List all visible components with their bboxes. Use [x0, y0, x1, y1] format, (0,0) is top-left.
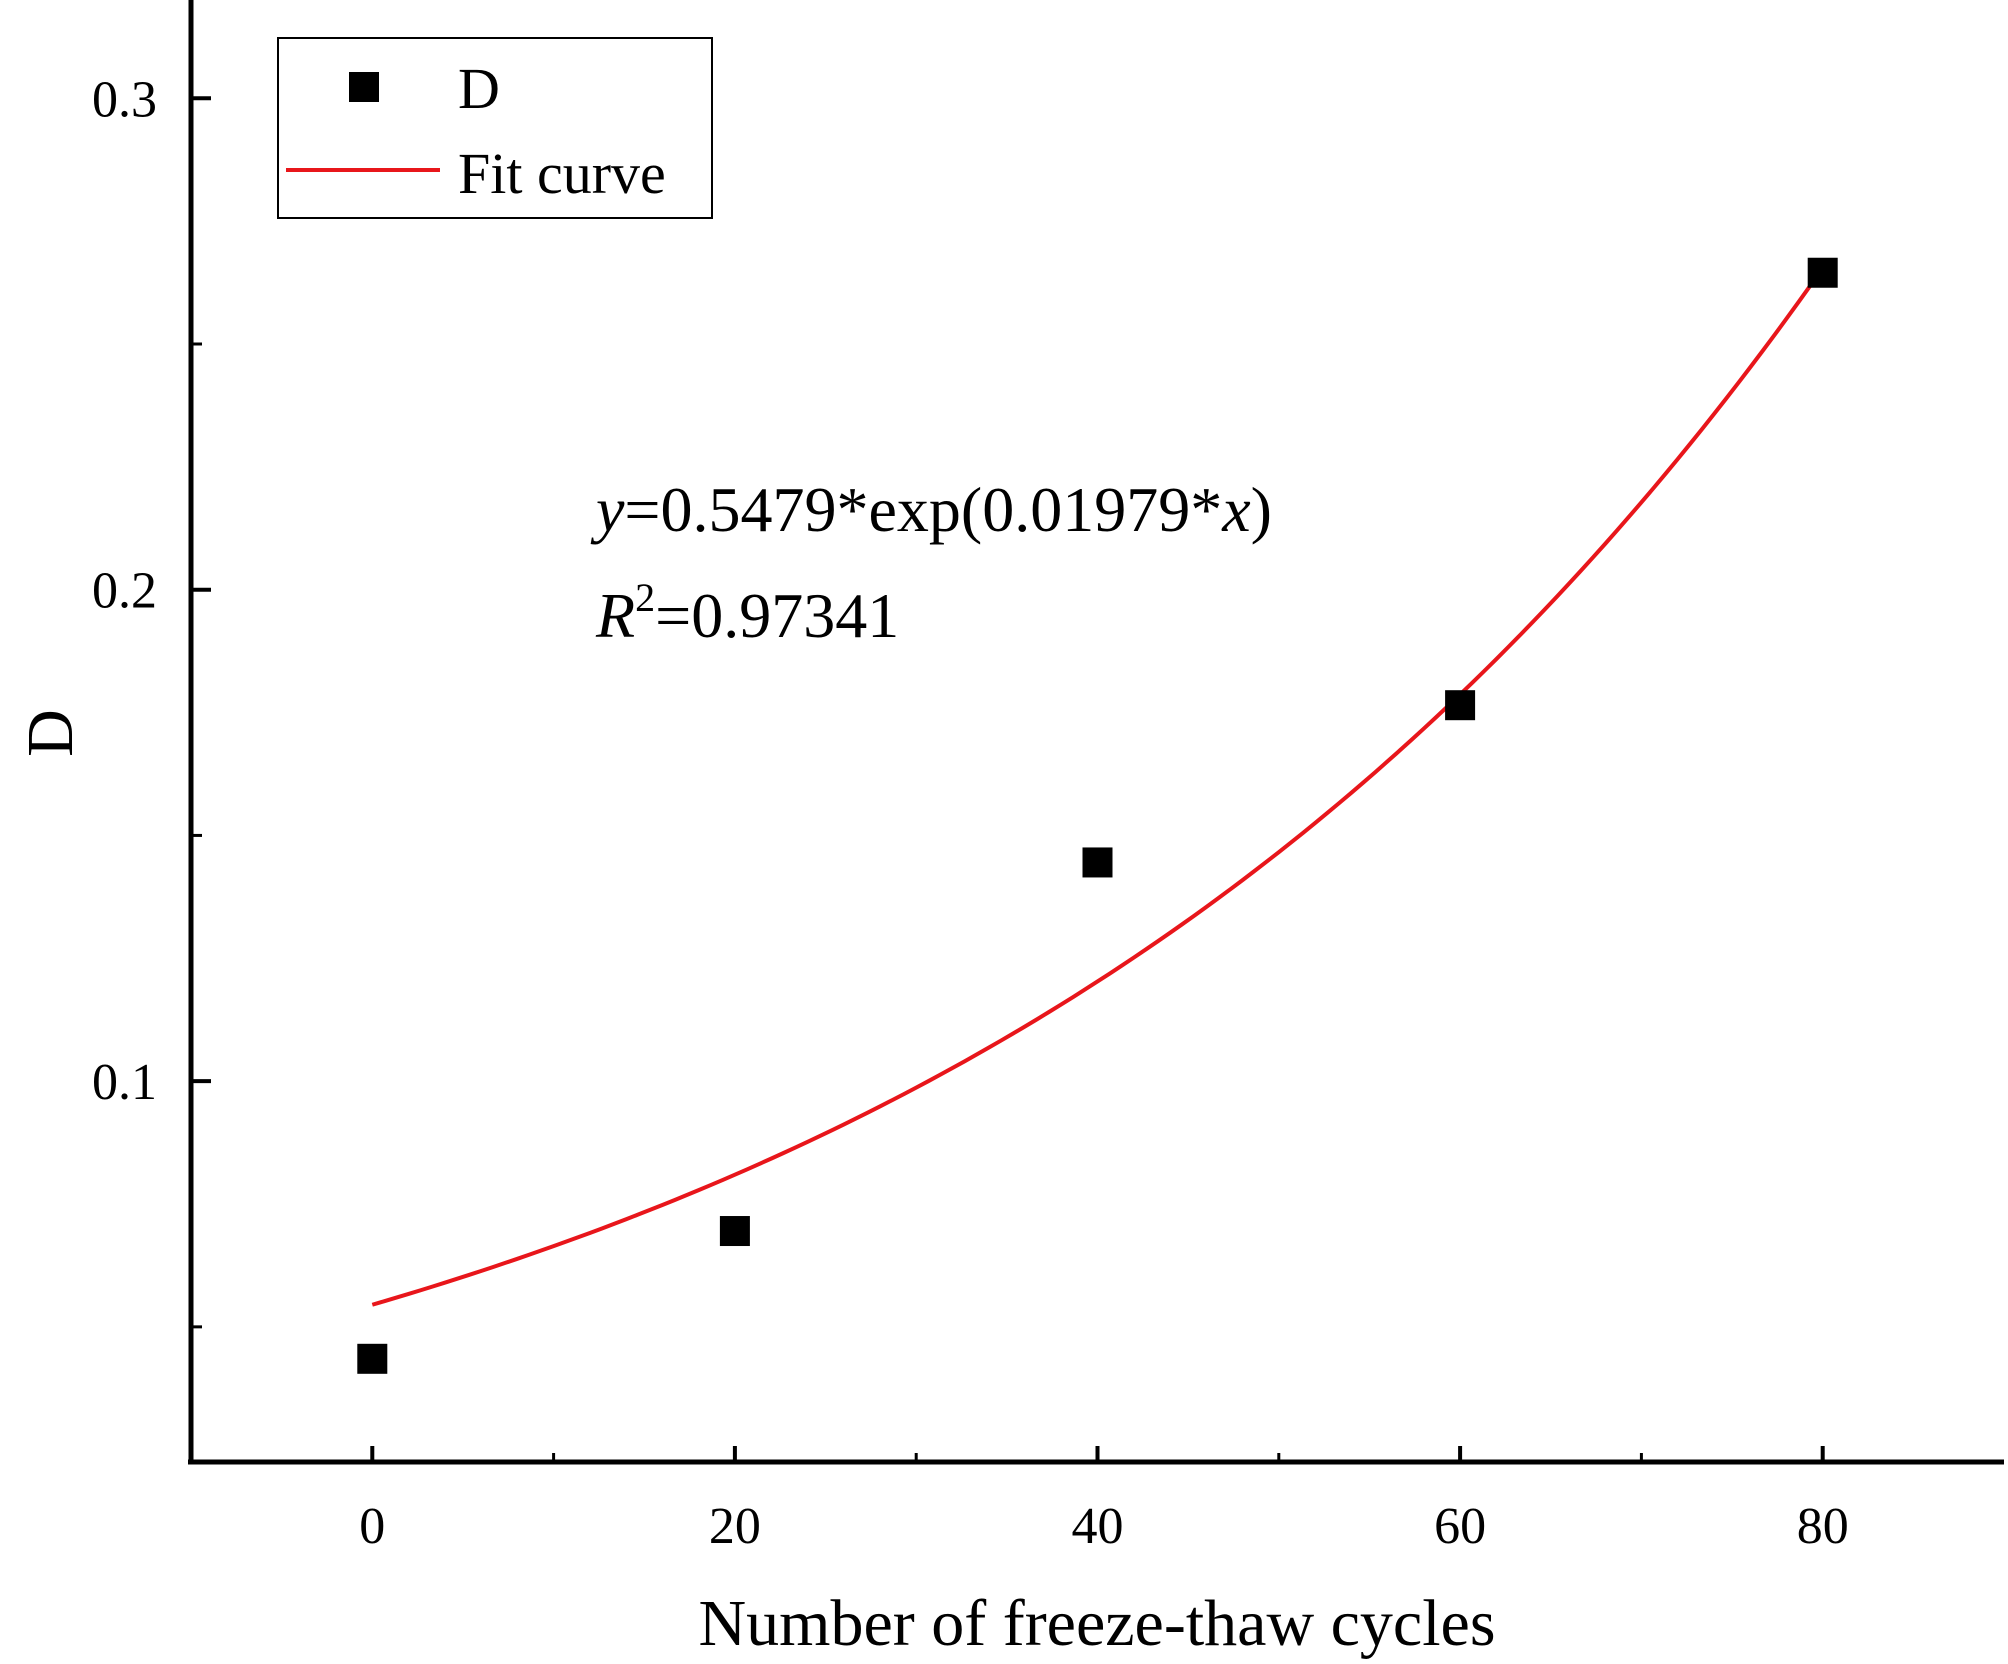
data-point-20	[719, 1216, 750, 1247]
data-point-0	[357, 1343, 388, 1374]
x-tick-label-40: 40	[1072, 1498, 1124, 1555]
legend-frame	[277, 37, 713, 219]
x-tick-label-60: 60	[1434, 1498, 1486, 1555]
equation-rhs: =0.5479*exp(0.01979*	[624, 474, 1222, 545]
data-point-80	[1807, 257, 1838, 288]
r-squared-superscript: 2	[635, 575, 655, 620]
y-tick-label-0.1: 0.1	[92, 1054, 157, 1111]
equation-x-symbol: x	[1221, 474, 1250, 545]
r-squared-value: =0.97341	[655, 580, 899, 651]
y-axis-title: D	[14, 709, 87, 757]
data-point-40	[1082, 847, 1113, 878]
legend-marker-square	[349, 72, 379, 102]
equation-close: )	[1251, 474, 1272, 545]
x-ticks: 0 20 40 60 80	[359, 1446, 1849, 1555]
equation-y-symbol: y	[590, 474, 625, 545]
fit-curve-line	[371, 266, 1825, 1307]
r-squared-symbol: R	[595, 580, 635, 651]
data-point-60	[1445, 690, 1476, 721]
legend-label-d: D	[458, 56, 500, 121]
fit-equation: y=0.5479*exp(0.01979*x)	[590, 474, 1272, 545]
x-axis-title: Number of freeze-thaw cycles	[698, 1587, 1495, 1660]
y-tick-label-0.3: 0.3	[92, 71, 157, 128]
legend: D Fit curve	[277, 37, 713, 219]
x-tick-label-80: 80	[1797, 1498, 1849, 1555]
x-tick-label-20: 20	[709, 1498, 761, 1555]
data-points	[357, 257, 1838, 1374]
legend-label-fit-curve: Fit curve	[458, 141, 666, 206]
y-ticks: 0.1 0.2 0.3	[92, 71, 211, 1329]
r-squared-annotation: R2=0.97341	[595, 575, 899, 651]
y-tick-label-0.2: 0.2	[92, 563, 157, 620]
x-tick-label-0: 0	[359, 1498, 385, 1555]
